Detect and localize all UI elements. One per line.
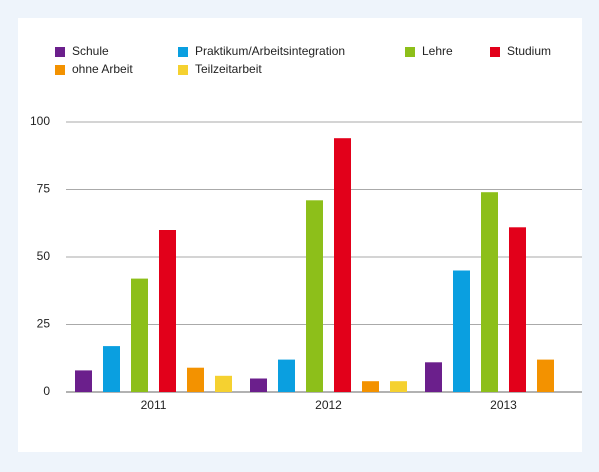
bar (509, 227, 526, 392)
legend-label: Teilzeitarbeit (195, 62, 262, 76)
bar (306, 200, 323, 392)
y-tick-label: 75 (37, 182, 51, 196)
y-tick-label: 100 (30, 114, 50, 128)
bar (537, 359, 554, 392)
legend-swatch (405, 47, 415, 57)
legend-swatch (55, 65, 65, 75)
legend-label: Lehre (422, 44, 453, 58)
legend-swatch (490, 47, 500, 57)
bar (75, 370, 92, 392)
bar (187, 367, 204, 392)
bar (481, 192, 498, 392)
legend-label: Studium (507, 44, 551, 58)
legend-label: ohne Arbeit (72, 62, 133, 76)
x-tick-label: 2013 (490, 398, 517, 412)
legend-swatch (55, 47, 65, 57)
bar (278, 359, 295, 392)
y-tick-label: 0 (43, 384, 50, 398)
legend-label: Praktikum/Arbeitsintegration (195, 44, 345, 58)
legend-swatch (178, 65, 188, 75)
bar (159, 230, 176, 392)
x-tick-label: 2011 (141, 398, 167, 412)
x-tick-label: 2012 (315, 398, 342, 412)
bar (453, 270, 470, 392)
legend-label: Schule (72, 44, 109, 58)
bar (215, 375, 232, 392)
y-tick-label: 25 (37, 317, 51, 331)
bar (390, 381, 407, 392)
y-tick-label: 50 (37, 249, 51, 263)
bar (334, 138, 351, 392)
bar (131, 278, 148, 392)
bar (362, 381, 379, 392)
legend-swatch (178, 47, 188, 57)
bar (250, 378, 267, 392)
bar (103, 346, 120, 392)
bar (425, 362, 442, 392)
